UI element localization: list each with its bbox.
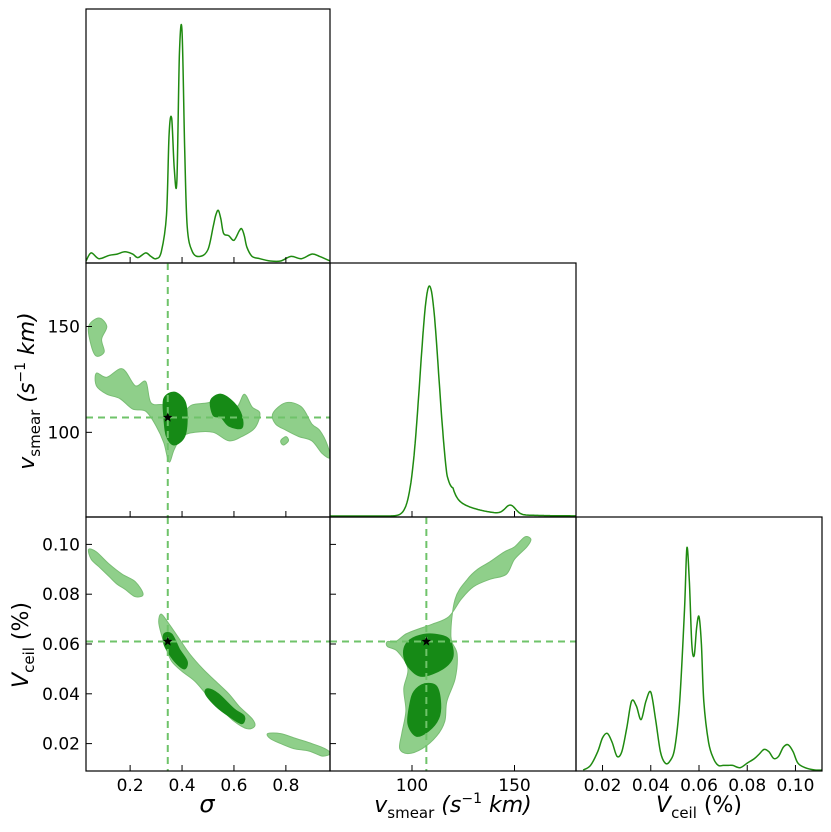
v-smear-x-unit-open: (s bbox=[434, 793, 461, 818]
v-smear-vs-sigma-outer-contour-3 bbox=[280, 436, 290, 446]
v-smear-vs-sigma-ytick-label: 150 bbox=[48, 318, 80, 338]
v-smear-vs-sigma-truth-star bbox=[163, 412, 173, 422]
v-smear-vs-sigma-inner-contour-0 bbox=[162, 391, 188, 446]
v-smear-y-unit-open: (s bbox=[15, 383, 40, 410]
sigma-density-curve bbox=[86, 23, 330, 263]
v-smear-vs-sigma-contours bbox=[87, 317, 330, 463]
v-ceil-vs-sigma-ytick-label: 0.08 bbox=[42, 585, 80, 605]
v-smear-vs-sigma-ytick-label: 100 bbox=[48, 423, 80, 443]
v-ceil-vs-sigma-ytick-label: 0.02 bbox=[42, 735, 80, 755]
v-ceil-y-base: V bbox=[9, 671, 34, 688]
sigma-marginal-frame bbox=[85, 8, 331, 264]
v-ceil-marginal-xtick-label: 0.06 bbox=[680, 776, 718, 796]
v-ceil-density-curve bbox=[582, 546, 822, 771]
v-smear-marginal-frame bbox=[329, 262, 577, 518]
v-ceil-vs-sigma-panel: 0.2 0.4 0.6 0.8 0.02 0.04 0.06 0.08 0.10 bbox=[42, 516, 331, 796]
v-smear-y-unit-close: km) bbox=[15, 312, 40, 362]
v-smear-y-sub: smear bbox=[26, 409, 44, 457]
v-ceil-marginal-xtick-label: 0.08 bbox=[728, 776, 766, 796]
v-ceil-vs-sigma-inner-contour-1 bbox=[204, 688, 246, 725]
v-ceil-vs-sigma-xtick-label: 0.4 bbox=[169, 776, 196, 796]
v-ceil-x-sub: ceil bbox=[671, 804, 697, 822]
sigma-axis-label: σ bbox=[199, 790, 215, 818]
v-ceil-vs-sigma-frame bbox=[85, 516, 331, 772]
v-smear-y-base: v bbox=[15, 456, 40, 470]
v-ceil-marginal-frame bbox=[575, 516, 823, 772]
v-ceil-vs-v-smear-xtick-label: 150 bbox=[498, 776, 530, 796]
v-ceil-vs-sigma-ytick-label: 0.06 bbox=[42, 635, 80, 655]
v-ceil-vs-sigma-xtick-label: 0.2 bbox=[117, 776, 144, 796]
v-ceil-vs-v-smear-inner-contour-1 bbox=[407, 682, 442, 737]
v-smear-y-axis-label: vsmear (s−1 km) bbox=[13, 312, 44, 469]
v-ceil-vs-v-smear-xtick-label: 100 bbox=[396, 776, 428, 796]
v-smear-x-exp: −1 bbox=[461, 791, 482, 807]
v-ceil-marginal-xtick-label: 0.10 bbox=[777, 776, 815, 796]
v-smear-vs-sigma-panel: 100 150 bbox=[48, 262, 331, 518]
v-ceil-vs-sigma-ytick-label: 0.04 bbox=[42, 685, 80, 705]
v-ceil-marginal-xtick-label: 0.02 bbox=[584, 776, 622, 796]
v-ceil-vs-v-smear-truth-star bbox=[421, 636, 432, 646]
v-ceil-vs-v-smear-contours bbox=[385, 536, 532, 755]
v-smear-x-sub: smear bbox=[387, 804, 435, 822]
v-ceil-x-axis-label: Vceil (%) bbox=[656, 793, 742, 822]
v-ceil-vs-v-smear-inner-contour-0 bbox=[403, 633, 454, 677]
v-ceil-vs-sigma-outer-contour-2 bbox=[266, 732, 330, 757]
v-ceil-vs-sigma-xtick-label: 0.6 bbox=[220, 776, 247, 796]
v-smear-x-unit-close: km) bbox=[482, 793, 532, 818]
v-ceil-vs-sigma-outer-contour-1 bbox=[158, 613, 256, 730]
v-ceil-y-unit: (%) bbox=[9, 602, 34, 647]
v-ceil-marginal-xtick-label: 0.04 bbox=[632, 776, 670, 796]
v-smear-vs-sigma-inner-contour-1 bbox=[209, 393, 244, 430]
v-ceil-vs-sigma-ytick-label: 0.10 bbox=[42, 535, 80, 555]
v-ceil-x-unit: (%) bbox=[697, 793, 742, 818]
v-ceil-x-base: V bbox=[656, 793, 673, 818]
v-ceil-y-sub: ceil bbox=[20, 647, 38, 673]
v-ceil-vs-sigma-outer-contour-0 bbox=[87, 548, 144, 598]
v-ceil-vs-sigma-xtick-label: 0.8 bbox=[272, 776, 299, 796]
v-smear-y-exp: −1 bbox=[13, 362, 29, 383]
v-smear-marginal-panel bbox=[329, 262, 577, 518]
v-smear-density-curve bbox=[330, 285, 576, 517]
v-ceil-vs-v-smear-panel: 100 150 bbox=[329, 516, 577, 796]
v-smear-vs-sigma-outer-contour-0 bbox=[87, 317, 108, 357]
v-ceil-vs-sigma-truth-star bbox=[163, 636, 173, 646]
v-smear-vs-sigma-outer-contour-2 bbox=[271, 401, 330, 459]
v-ceil-y-axis-label: Vceil (%) bbox=[9, 602, 38, 688]
v-ceil-vs-sigma-contours bbox=[87, 548, 330, 757]
sigma-marginal-panel bbox=[85, 8, 331, 264]
v-ceil-marginal-panel: 0.02 0.04 0.06 0.08 0.10 bbox=[575, 516, 823, 796]
v-smear-x-axis-label: vsmear (s−1 km) bbox=[374, 791, 531, 822]
v-smear-x-base: v bbox=[374, 793, 388, 818]
